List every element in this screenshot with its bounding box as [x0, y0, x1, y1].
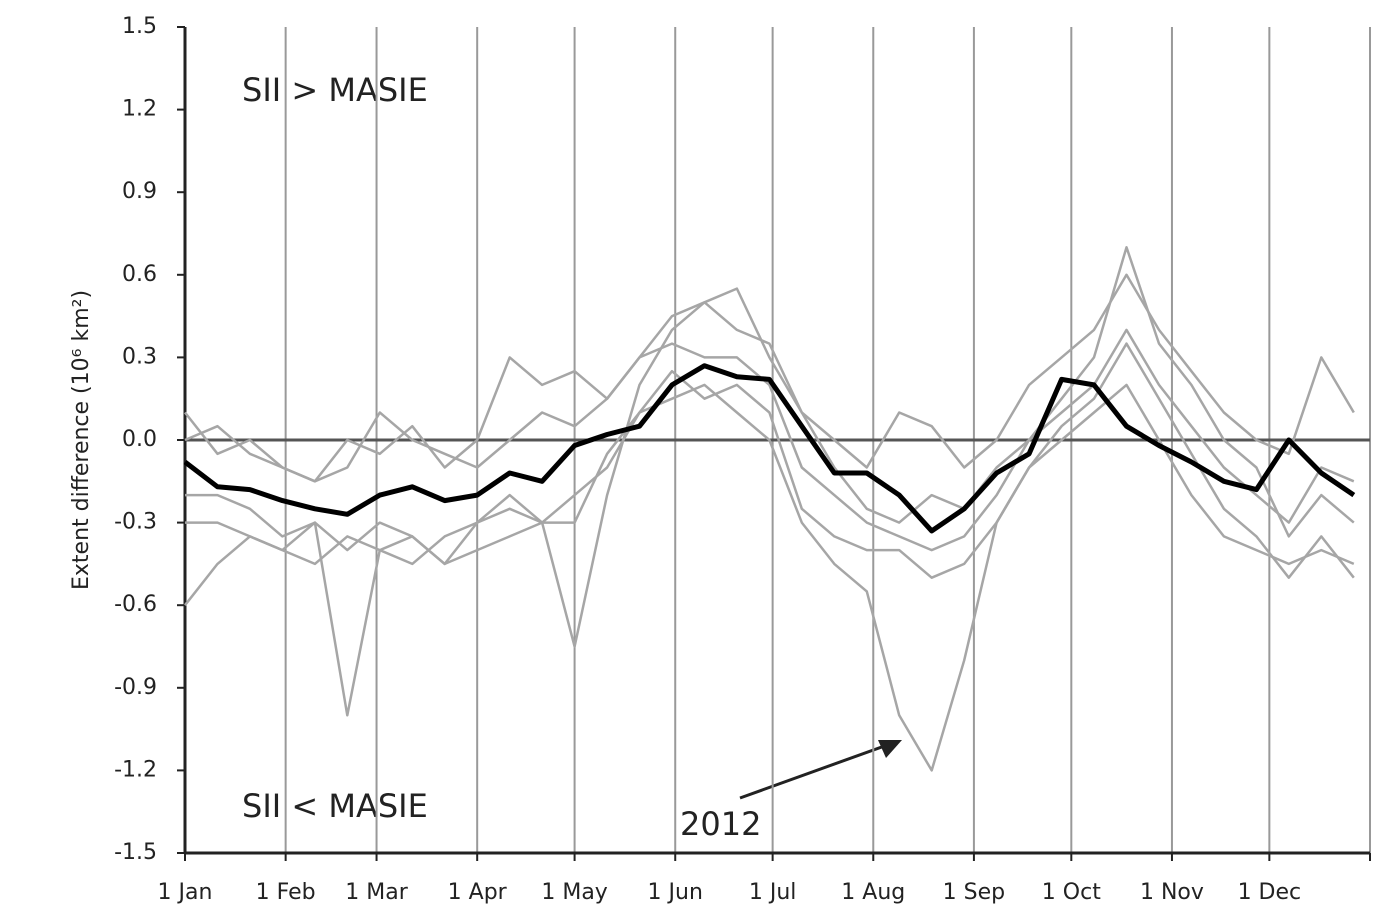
y-tick-label: -0.9: [114, 675, 157, 700]
series-line: [184, 328, 1355, 552]
y-tick-label: -1.5: [114, 840, 157, 865]
series-line: [185, 342, 1355, 579]
x-tick-label: 1 May: [541, 880, 607, 905]
y-tick-label: 0.9: [122, 179, 157, 204]
x-tick-label: 1 Jan: [158, 880, 213, 905]
y-tick-label: 1.5: [122, 14, 157, 39]
series-line: [184, 273, 1355, 483]
x-tick-label: 1 Aug: [841, 880, 905, 905]
x-tick-label: 1 Apr: [448, 880, 508, 905]
arrow-head: [878, 740, 902, 758]
y-axis-label: Extent difference (10⁶ km²): [69, 290, 94, 590]
y-tick-label: -0.6: [114, 592, 157, 617]
series-line: [183, 363, 1356, 534]
annotation: 2012: [680, 805, 761, 843]
y-tick-label: -1.2: [114, 757, 157, 782]
annotation: SII > MASIE: [242, 71, 428, 109]
y-tick-label: -0.3: [114, 510, 157, 535]
x-tick-label: 1 Dec: [1238, 880, 1302, 905]
annotation: SII < MASIE: [242, 787, 428, 825]
y-tick-label: 0.0: [122, 427, 157, 452]
y-tick-label: 1.2: [122, 97, 157, 122]
series-line: [184, 383, 1355, 772]
x-tick-label: 1 Oct: [1042, 880, 1101, 905]
x-tick-label: 1 Jul: [749, 880, 797, 905]
arrow: [739, 742, 891, 800]
y-tick-label: 0.6: [122, 262, 157, 287]
x-tick-label: 1 Mar: [345, 880, 408, 905]
series-line: [185, 246, 1355, 717]
x-tick-label: 1 Jun: [648, 880, 703, 905]
x-tick-label: 1 Sep: [943, 880, 1005, 905]
y-tick-label: 0.3: [122, 344, 157, 369]
x-tick-label: 1 Nov: [1140, 880, 1204, 905]
x-tick-label: 1 Feb: [256, 880, 316, 905]
